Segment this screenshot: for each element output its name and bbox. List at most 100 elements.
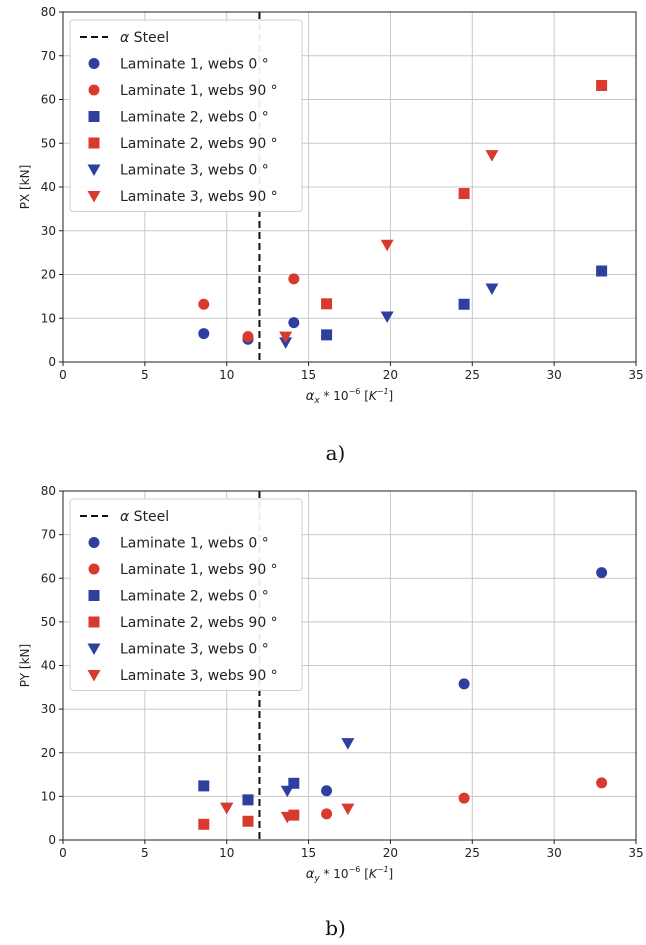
data-point [341, 803, 355, 816]
x-tick-label: 25 [465, 846, 480, 860]
data-point [220, 802, 234, 815]
x-tick-label: 15 [301, 846, 316, 860]
chart-b: 0 5 10 15 20 25 30 35 0 10 20 30 40 50 60 70 80 PY [kN] αy… [18, 484, 644, 940]
legend-label: Laminate 1, webs 0 ° [120, 57, 269, 73]
data-point [485, 150, 499, 162]
legend-marker [88, 58, 100, 69]
figure-caption: b) [325, 916, 346, 940]
legend-label: Laminate 2, webs 0 ° [120, 110, 269, 126]
y-tick-label: 50 [41, 136, 56, 150]
series-5 [279, 150, 499, 344]
x-tick-label: 0 [59, 368, 67, 382]
data-point [380, 239, 394, 252]
x-tick-label: 10 [219, 368, 234, 382]
y-tick-label: 70 [41, 49, 56, 63]
y-tick-label: 80 [41, 484, 56, 498]
x-tick-label: 30 [547, 846, 562, 860]
legend-marker [88, 563, 100, 575]
y-tick-label: 80 [41, 5, 56, 19]
legend-label: Laminate 1, webs 90 ° [120, 83, 278, 99]
data-point [198, 780, 210, 792]
legend-box [69, 498, 303, 691]
data-point [279, 331, 293, 344]
x-tick-label: 20 [383, 846, 398, 860]
x-tick-label: 35 [628, 368, 643, 382]
series-3 [198, 809, 300, 830]
data-point [485, 283, 499, 295]
data-point [288, 317, 300, 329]
legend-marker [87, 643, 101, 655]
legend-marker [88, 111, 100, 122]
series-2 [321, 265, 608, 341]
y-tick-label: 0 [48, 833, 56, 847]
y-tick-label: 20 [41, 746, 56, 760]
data-point [242, 815, 254, 827]
y-tick-label: 40 [41, 659, 56, 673]
data-point [321, 329, 333, 341]
series-2 [198, 777, 300, 806]
y-tick-label: 10 [41, 311, 56, 325]
y-tick-label: 50 [41, 615, 56, 629]
data-point [321, 298, 333, 310]
data-point [288, 273, 300, 285]
figure-caption: a) [326, 441, 346, 465]
legend-label: Laminate 3, webs 0 ° [120, 642, 269, 658]
data-point [596, 80, 608, 91]
data-point [458, 678, 470, 690]
series-4 [220, 738, 355, 815]
legend-marker [88, 537, 100, 548]
x-axis-label: αy * 10−6 [K−1] [306, 865, 393, 884]
data-point [288, 809, 300, 821]
data-point [280, 785, 294, 798]
legend-marker [87, 164, 101, 176]
legend-label: Laminate 2, webs 0 ° [120, 589, 269, 605]
legend-label: Laminate 1, webs 0 ° [120, 536, 269, 552]
y-tick-label: 0 [48, 355, 56, 369]
data-point [321, 785, 333, 797]
series-0 [321, 567, 608, 797]
data-point [596, 265, 608, 277]
x-tick-label: 20 [383, 368, 398, 382]
legend-box [69, 19, 303, 212]
data-point [198, 818, 210, 830]
legend-label: Laminate 2, webs 90 ° [120, 136, 278, 152]
legend: α Steel Laminate 1, webs 0 ° Laminate 1, w… [69, 498, 303, 691]
legend-marker [88, 616, 100, 628]
legend: α Steel Laminate 1, webs 0 ° Laminate 1, w… [69, 19, 303, 212]
data-point [280, 811, 294, 824]
legend-steel-label: α Steel [120, 30, 169, 46]
data-point [380, 311, 394, 323]
series-5 [220, 802, 355, 824]
data-point [458, 792, 470, 804]
data-point [242, 794, 254, 806]
y-tick-label: 70 [41, 528, 56, 542]
data-point [288, 777, 300, 789]
data-point [341, 738, 355, 750]
data-point [596, 777, 608, 789]
series-3 [321, 80, 608, 310]
data-point [458, 298, 470, 310]
legend-marker [87, 191, 101, 203]
y-tick-label: 30 [41, 224, 56, 238]
x-tick-label: 5 [141, 846, 149, 860]
data-point [242, 331, 254, 343]
legend-marker [87, 670, 101, 682]
data-point [458, 188, 470, 200]
x-tick-label: 25 [465, 368, 480, 382]
legend-label: Laminate 3, webs 90 ° [120, 668, 278, 684]
y-tick-label: 60 [41, 571, 56, 585]
legend-marker [88, 590, 100, 601]
data-point [321, 808, 333, 820]
series-1 [198, 273, 300, 343]
data-point [596, 567, 608, 579]
y-tick-label: 20 [41, 268, 56, 282]
legend-label: Laminate 1, webs 90 ° [120, 562, 278, 578]
x-tick-label: 10 [219, 846, 234, 860]
legend-marker [88, 137, 100, 149]
x-tick-label: 5 [141, 368, 149, 382]
x-tick-label: 30 [547, 368, 562, 382]
legend-marker [88, 84, 100, 96]
data-point [198, 328, 210, 340]
chart-a: 0 5 10 15 20 25 30 35 0 10 20 30 40 50 60 70 80 PX [kN] αx… [18, 5, 644, 465]
data-point [198, 298, 210, 310]
